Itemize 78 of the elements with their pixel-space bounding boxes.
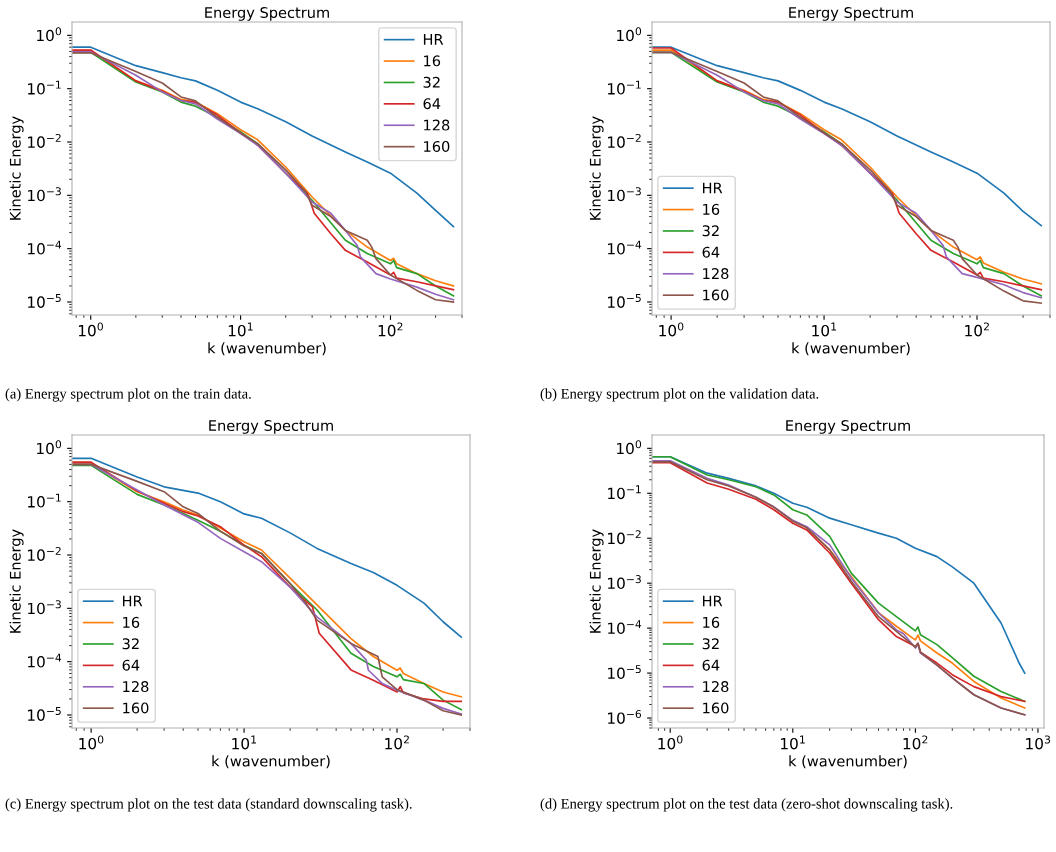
legend-label: 64 <box>702 246 720 258</box>
legend-label: 128 <box>703 268 729 280</box>
y-tick-label: 10$^{−4}$ <box>608 240 642 255</box>
y-axis-title: Kinetic Energy <box>9 116 24 220</box>
x-axis-title: k (wavenumber) <box>212 755 330 769</box>
legend-label: HR <box>423 34 444 45</box>
legend-label: 16 <box>424 55 441 67</box>
chart-title: Energy Spectrum <box>789 7 913 21</box>
y-tick-label: 10$^{−5}$ <box>608 665 641 679</box>
y-tick-label: 10$^{−1}$ <box>28 80 61 95</box>
x-axis-title: k (wavenumber) <box>789 755 907 769</box>
chart-title: Energy Spectrum <box>205 7 329 21</box>
legend-label: 128 <box>123 681 149 693</box>
legend-label: 16 <box>703 616 720 628</box>
text: (c) Energy spectrum plot on the test data (standard downscaling task). <box>5 798 412 812</box>
x-axis-title: k (wavenumber) <box>208 342 326 356</box>
y-tick-label: 10$^{−4}$ <box>28 240 62 255</box>
legend-label: 32 <box>423 76 440 88</box>
y-tick-label: 10$^{−4}$ <box>608 620 642 635</box>
legend-label: 16 <box>703 203 720 215</box>
y-tick-label: 10$^{−3}$ <box>28 600 61 615</box>
x-tick-label: 10$^{3}$ <box>1026 735 1051 750</box>
chart-title: Energy Spectrum <box>786 420 910 434</box>
legend-label: 16 <box>123 616 140 628</box>
y-tick-label: 10$^{0}$ <box>617 27 642 42</box>
legend-label: 32 <box>122 638 139 650</box>
x-tick-label: 10$^{0}$ <box>78 322 103 337</box>
y-tick-label: 10$^{−5}$ <box>28 707 61 721</box>
legend-label: 64 <box>423 98 441 110</box>
y-axis-title: Kinetic Energy <box>589 116 604 220</box>
legend-label: 128 <box>703 681 729 693</box>
legend-label: 32 <box>702 638 719 650</box>
chart-title: Energy Spectrum <box>209 420 333 434</box>
y-tick-label: 10$^{−3}$ <box>608 187 641 202</box>
legend-label: 160 <box>703 702 729 714</box>
text: (a) Energy spectrum plot on the train data. <box>5 388 251 402</box>
y-tick-label: 10$^{−5}$ <box>28 294 61 308</box>
x-tick-label: 10$^{1}$ <box>781 735 805 750</box>
legend-label: 64 <box>122 659 140 671</box>
x-tick-label: 10$^{2}$ <box>378 322 403 337</box>
legend-label: 160 <box>424 140 450 152</box>
y-tick-label: 10$^{−2}$ <box>608 530 641 545</box>
x-tick-label: 10$^{1}$ <box>228 322 253 337</box>
x-tick-label: 10$^{2}$ <box>385 735 409 750</box>
y-tick-label: 10$^{0}$ <box>617 440 642 455</box>
text: (d) Energy spectrum plot on the test data (zero-shot downscaling task). <box>540 798 953 812</box>
y-tick-label: 10$^{−1}$ <box>28 493 61 508</box>
x-tick-label: 10$^{1}$ <box>812 322 837 337</box>
y-axis-title: Kinetic Energy <box>9 529 24 633</box>
y-tick-label: 10$^{−3}$ <box>28 187 61 202</box>
legend-label: HR <box>123 595 143 607</box>
y-tick-label: 10$^{0}$ <box>37 440 62 455</box>
y-tick-label: 10$^{−1}$ <box>608 80 641 95</box>
legend-label: HR <box>703 595 723 607</box>
text: (b) Energy spectrum plot on the validation data. <box>540 388 819 402</box>
x-axis-title: k (wavenumber) <box>792 342 910 356</box>
legend-label: 160 <box>123 702 149 714</box>
y-tick-label: 10$^{−4}$ <box>28 653 62 668</box>
y-tick-label: 10$^{−5}$ <box>608 294 641 308</box>
legend-label: HR <box>703 182 723 194</box>
y-tick-label: 10$^{−3}$ <box>608 575 641 590</box>
x-tick-label: 10$^{0}$ <box>79 735 104 750</box>
legend-label: 64 <box>702 659 720 671</box>
x-tick-label: 10$^{1}$ <box>232 735 257 750</box>
legend-label: 32 <box>702 225 719 237</box>
y-tick-label: 10$^{−6}$ <box>608 709 642 724</box>
y-axis-title: Kinetic Energy <box>589 529 604 633</box>
x-tick-label: 10$^{2}$ <box>903 735 928 750</box>
legend-label: 128 <box>424 119 450 131</box>
y-tick-label: 10$^{−1}$ <box>608 485 641 500</box>
y-tick-label: 10$^{−2}$ <box>608 133 641 148</box>
x-tick-label: 10$^{0}$ <box>659 322 684 337</box>
legend-label: 160 <box>703 289 729 301</box>
y-tick-label: 10$^{−2}$ <box>28 133 61 148</box>
y-tick-label: 10$^{0}$ <box>37 27 62 42</box>
x-tick-label: 10$^{0}$ <box>658 735 683 750</box>
x-tick-label: 10$^{2}$ <box>965 322 989 337</box>
y-tick-label: 10$^{−2}$ <box>28 546 61 561</box>
